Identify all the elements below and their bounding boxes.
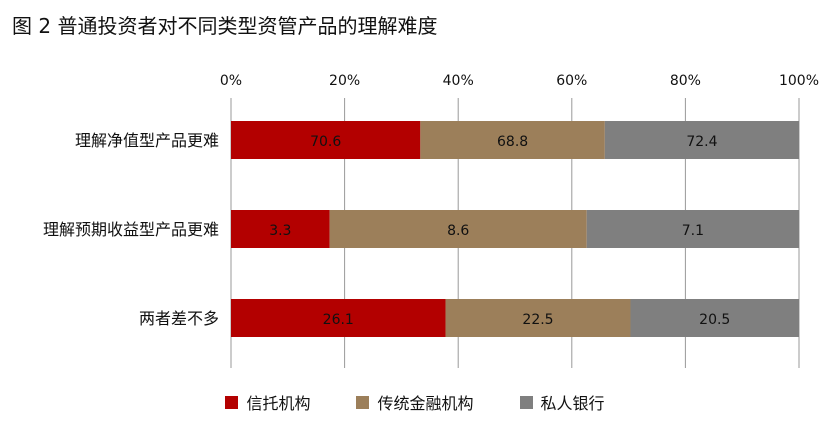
data-label: 68.8 — [497, 134, 528, 150]
bar-segment — [604, 121, 799, 159]
x-tick-label: 0% — [220, 73, 242, 89]
data-label: 3.3 — [269, 223, 291, 239]
bar-segment — [231, 299, 446, 337]
x-tick-label: 60% — [556, 73, 587, 89]
category-label: 理解预期收益型产品更难 — [43, 220, 219, 239]
x-tick-label: 20% — [329, 73, 360, 89]
x-tick-label: 40% — [443, 73, 474, 89]
legend-label-trust: 信托机构 — [246, 394, 311, 413]
data-label: 8.6 — [447, 223, 469, 239]
bar-segment — [231, 210, 330, 248]
legend-item-traditional: 传统金融机构 — [356, 390, 474, 414]
legend-label-private-bank: 私人银行 — [540, 394, 605, 413]
bar-segment — [420, 121, 605, 159]
category-label: 理解净值型产品更难 — [75, 131, 219, 150]
bar-segment — [329, 210, 587, 248]
legend-item-trust: 信托机构 — [225, 390, 310, 414]
legend-item-private-bank: 私人银行 — [519, 390, 605, 414]
chart-title: 图 2 普通投资者对不同类型资管产品的理解难度 — [12, 14, 438, 38]
data-label: 26.1 — [323, 312, 354, 328]
bar-segment — [630, 299, 799, 337]
legend-swatch-private-bank — [519, 395, 533, 409]
x-tick-label: 100% — [779, 73, 819, 89]
data-label: 22.5 — [522, 312, 553, 328]
data-label: 70.6 — [310, 134, 341, 150]
bar-segment — [445, 299, 631, 337]
x-tick-label: 80% — [670, 73, 701, 89]
legend-swatch-trust — [225, 395, 239, 409]
data-label: 7.1 — [682, 223, 704, 239]
bar-segment — [586, 210, 799, 248]
legend-swatch-traditional — [356, 395, 370, 409]
data-label: 72.4 — [686, 134, 717, 150]
category-label: 两者差不多 — [139, 309, 219, 328]
chart-plot-area: 0% 20% 40% 60% 80% 100% 70.6 68.8 72.4 理解净值型产品更难 3… — [43, 73, 819, 368]
chart-legend: 信托机构 传统金融机构 私人银行 — [0, 390, 830, 414]
data-label: 20.5 — [699, 312, 730, 328]
bar-segment — [231, 121, 421, 159]
legend-label-traditional: 传统金融机构 — [377, 394, 474, 413]
